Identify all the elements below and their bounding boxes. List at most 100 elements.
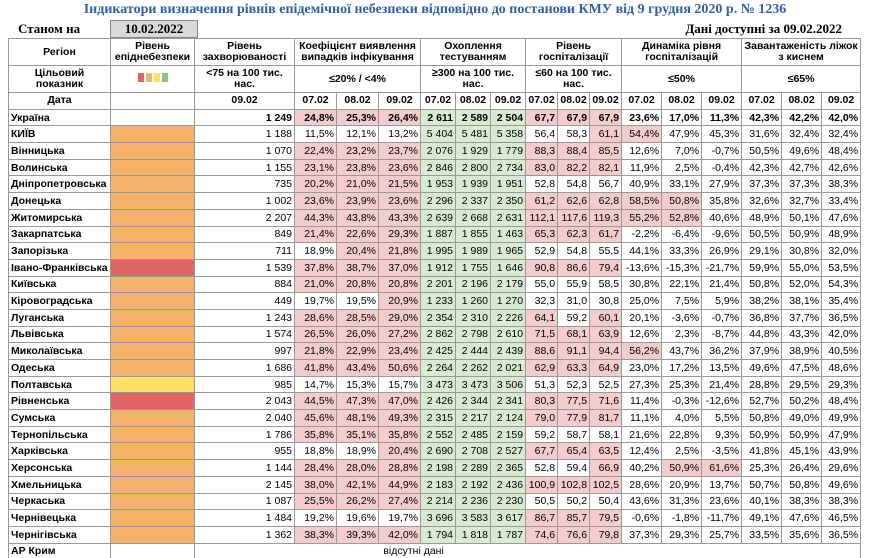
cell: 23,6% — [701, 492, 743, 511]
cell: 2 196 — [455, 275, 492, 294]
date: 09.02 — [701, 92, 743, 110]
cell: 2 040 — [194, 409, 295, 427]
cell: 46,5% — [821, 509, 862, 527]
cell: 12,6% — [621, 142, 663, 160]
epid-level — [110, 225, 195, 244]
cell: -9,6% — [701, 225, 743, 244]
cell: 45,3% — [701, 125, 743, 144]
region: Чернівецька — [8, 509, 111, 527]
cell: 55,2% — [621, 208, 663, 227]
cell: 2 485 — [455, 425, 492, 444]
cell: 28,4% — [294, 459, 337, 477]
epid-level — [110, 342, 195, 360]
date: 08.02 — [455, 92, 492, 110]
cell: 21,4% — [701, 375, 743, 394]
region: Львівська — [8, 325, 111, 344]
cell: 1 484 — [194, 509, 295, 527]
date: 09.02 — [589, 92, 623, 110]
cell: 47,9% — [821, 425, 862, 444]
cell: 44,5% — [294, 392, 337, 411]
cell: 2 207 — [194, 208, 295, 227]
target: ≤65% — [741, 65, 862, 93]
cell: 50,6% — [377, 359, 422, 377]
cell: 43,6% — [621, 492, 663, 511]
cell: 25,3% — [661, 375, 703, 394]
cell: 61,7 — [589, 225, 623, 244]
cell: 20,8% — [336, 275, 379, 294]
cell: 2 862 — [420, 325, 457, 344]
cell: 29,3% — [661, 525, 703, 544]
cell: 38,7% — [336, 258, 379, 277]
cell: 35,8% — [377, 425, 422, 444]
cell: 2 341 — [490, 392, 527, 411]
cell: 37,3% — [741, 175, 783, 194]
epid-level — [110, 359, 195, 377]
cell: 2 798 — [455, 325, 492, 344]
region: Київська — [8, 275, 111, 294]
table-row: Чернігівська 1 362 38,3% 39,3% 42,0% 1 794 1 8… — [8, 525, 862, 544]
cell: 3 617 — [490, 509, 527, 527]
cell: 50,9% — [781, 425, 823, 444]
table-row: Цільовий показник <75 на 100 тис. нас. ≤20… — [8, 65, 862, 93]
cell: 59,2 — [557, 308, 591, 327]
cell: -15,3% — [661, 258, 703, 277]
cell: -11,7% — [701, 509, 743, 527]
cell: 19,7% — [294, 292, 337, 310]
table-row: Миколаївська 997 21,8% 22,9% 23,4% 2 425 2 444… — [8, 342, 862, 360]
target-legend — [110, 65, 195, 93]
epid-level — [110, 509, 195, 527]
cell: 735 — [194, 175, 295, 194]
cell: -0,3% — [661, 392, 703, 411]
region: Луганська — [8, 308, 111, 327]
date: 08.02 — [781, 92, 823, 110]
cell: 21,5% — [377, 175, 422, 194]
cell: 33,4% — [821, 192, 862, 210]
cell: 29,6% — [821, 459, 862, 477]
cell: 849 — [194, 225, 295, 244]
cell: 37,8% — [294, 258, 337, 277]
cell: 100,9 — [525, 475, 559, 494]
cell: -0,7% — [701, 142, 743, 160]
cell: 37,9% — [741, 342, 783, 360]
cell: 1 070 — [194, 142, 295, 160]
cell: 68,1 — [557, 325, 591, 344]
cell: 35,8% — [701, 192, 743, 210]
cell: 45,1% — [781, 442, 823, 461]
column-header: Завантаженість ліжок з киснем — [741, 38, 862, 66]
cell: 2 668 — [455, 208, 492, 227]
cell: 58,5 — [589, 275, 623, 294]
cell: 88,3 — [525, 142, 559, 160]
cell: -21,7% — [701, 258, 743, 277]
cell: 20,4% — [336, 242, 379, 260]
region: КИЇВ — [8, 125, 111, 144]
cell: 119,3 — [589, 208, 623, 227]
cell: 47,6% — [781, 509, 823, 527]
cell: -3,6% — [661, 308, 703, 327]
table-row: Львівська 1 574 26,5% 26,0% 27,2% 2 862 2 798 2… — [8, 325, 862, 344]
cell: 2 639 — [420, 208, 457, 227]
region: Черкаська — [8, 492, 111, 511]
cell: 54,8 — [557, 175, 591, 194]
cell: 2 337 — [455, 192, 492, 210]
cell: 1 144 — [194, 459, 295, 477]
cell: 38,3% — [821, 175, 862, 194]
epid-level — [110, 208, 195, 227]
cell: 19,7% — [377, 509, 422, 527]
cell: 15,3% — [336, 375, 379, 394]
cell: 55,5 — [589, 242, 623, 260]
cell: 50,9% — [661, 459, 703, 477]
cell: 28,8% — [741, 375, 783, 394]
cell: 28,5% — [336, 308, 379, 327]
cell: 1 855 — [455, 225, 492, 244]
cell: 14,7% — [294, 375, 337, 394]
date: 09.02 — [490, 92, 527, 110]
cell: 50,8% — [781, 475, 823, 494]
cell: 1 953 — [420, 175, 457, 194]
cell: 2 289 — [455, 459, 492, 477]
cell: 1 233 — [420, 292, 457, 310]
cell: 2 198 — [420, 459, 457, 477]
epid-level — [110, 425, 195, 444]
cell: 2,3% — [661, 325, 703, 344]
table-row: Закарпатська 849 21,4% 22,6% 29,3% 1 887 1 855… — [8, 225, 862, 244]
cell: 40,1% — [741, 492, 783, 511]
